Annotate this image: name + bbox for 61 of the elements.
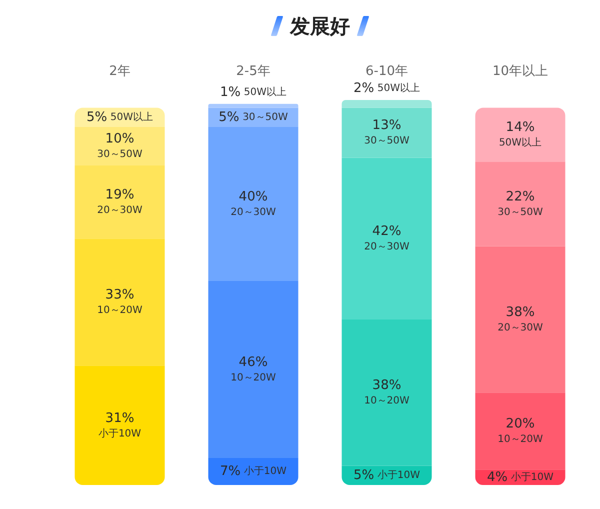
data-label: 2% xyxy=(353,81,374,96)
data-label: 42% xyxy=(372,224,402,240)
text: 30～50W xyxy=(97,149,142,160)
text: 10～20W xyxy=(97,305,142,316)
text: 50W以上 xyxy=(498,138,542,149)
data-label: 31% xyxy=(105,410,134,426)
data-label: 10% xyxy=(105,132,134,147)
data-label: 33% xyxy=(105,288,134,303)
series-label: 10～20W xyxy=(230,372,276,384)
text: 小于10W xyxy=(244,466,287,478)
series-label: 30～50W xyxy=(242,112,288,123)
bar xyxy=(74,165,165,239)
data-label: 5% xyxy=(353,468,374,483)
bar xyxy=(74,126,165,166)
text: 小于10W xyxy=(98,428,142,440)
x-tick-label: 2年 xyxy=(109,64,130,79)
data-label: 38% xyxy=(506,304,535,320)
data-label: 40% xyxy=(238,189,268,204)
bar xyxy=(342,319,432,466)
data-label: 19% xyxy=(105,188,134,203)
data-label: 20% xyxy=(506,416,535,432)
series-label: 50W以上 xyxy=(110,110,154,123)
text: 20～30W xyxy=(97,205,142,216)
data-label: 14% xyxy=(506,120,535,136)
text: 30～50W xyxy=(364,136,410,147)
text: 20～30W xyxy=(364,242,410,253)
bar xyxy=(342,108,432,158)
bar xyxy=(208,280,298,458)
bar xyxy=(74,238,165,366)
bar xyxy=(475,392,566,470)
text: 50W以上 xyxy=(377,83,420,94)
bar xyxy=(208,104,298,108)
data-label: 13% xyxy=(372,118,402,134)
text: 20～30W xyxy=(498,322,543,334)
data-label: 5% xyxy=(218,110,240,125)
data-label: 38% xyxy=(372,378,402,394)
series-label: 20～30W xyxy=(230,206,276,218)
chart-title: 发展好 xyxy=(290,12,350,40)
data-label: 22% xyxy=(506,189,535,204)
bar xyxy=(74,366,165,485)
bar xyxy=(475,162,566,246)
bar xyxy=(475,246,566,393)
series-label: 小于10W xyxy=(510,470,554,483)
text: 小于10W xyxy=(377,470,420,481)
data-label: 5% xyxy=(86,110,108,125)
bar xyxy=(208,126,298,281)
text: 10～20W xyxy=(498,434,543,446)
x-tick-label: 6-10年 xyxy=(365,64,408,79)
x-tick-label: 2-5年 xyxy=(236,64,270,79)
text: 10～20W xyxy=(364,396,410,407)
x-tick-label: 10年以上 xyxy=(492,64,548,79)
text: 30～50W xyxy=(498,206,543,218)
bar xyxy=(475,108,566,162)
bar xyxy=(208,458,298,485)
data-label: 1% xyxy=(220,84,241,100)
text: 50W以上 xyxy=(244,86,287,98)
bar xyxy=(342,158,432,320)
bar xyxy=(342,100,432,108)
data-label: 7% xyxy=(220,464,241,480)
data-label: 4% xyxy=(486,470,508,485)
data-label: 46% xyxy=(238,355,268,370)
